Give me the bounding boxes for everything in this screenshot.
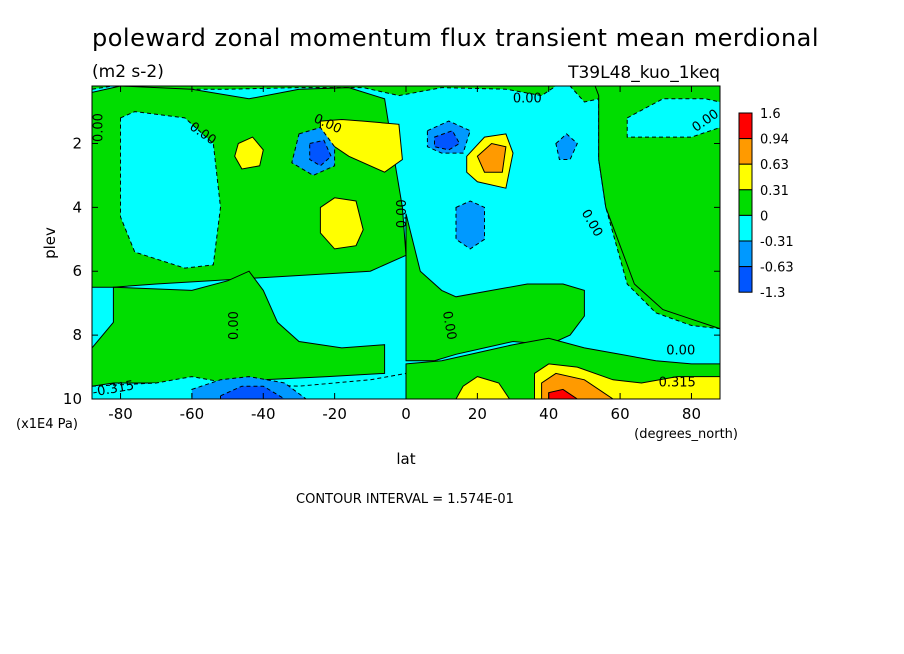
x-tick-label: 40 — [539, 405, 558, 423]
contour-region — [92, 270, 386, 387]
y-axis-label: plev — [41, 227, 59, 259]
y-tick-label: 2 — [72, 134, 82, 152]
contour-region — [555, 133, 578, 160]
x-axis-label: lat — [396, 450, 415, 468]
x-tick-label: -40 — [251, 405, 276, 423]
y-tick-label: 10 — [63, 390, 82, 408]
contour-plot: 0.00 0.00 0.000.000.00 0.000.000.00 0.000.00… — [91, 86, 720, 400]
colorbar-label: 0.63 — [760, 158, 789, 173]
colorbar-label: 0.31 — [760, 184, 789, 199]
x-tick-label: 20 — [468, 405, 487, 423]
colorbar-label: -0.31 — [760, 235, 794, 250]
contour-label: 0.00 — [395, 199, 410, 228]
x-tick-label: -20 — [322, 405, 347, 423]
contour-label: 0.00 — [227, 311, 242, 340]
contour-label: 0.00 — [92, 113, 107, 142]
x-axis-units: (degrees_north) — [634, 427, 738, 442]
colorbar-label: 0 — [760, 209, 768, 224]
contour-region — [455, 376, 511, 399]
colorbar-swatch — [738, 266, 753, 293]
colorbar-swatch — [738, 240, 753, 268]
contour-region — [319, 197, 364, 250]
x-tick-label: 80 — [682, 405, 701, 423]
x-tick-label: 0 — [401, 405, 411, 423]
contour-label: 0.315 — [659, 376, 696, 391]
y-tick-label: 4 — [72, 198, 82, 216]
contour-label: 0.00 — [666, 344, 695, 359]
contour-region — [476, 142, 507, 173]
colorbar-swatch — [738, 112, 753, 140]
y-axis: 2 4 6 8 10 — [63, 134, 720, 408]
colorbar-swatch — [738, 163, 753, 191]
colorbar-label: -0.63 — [760, 261, 794, 276]
experiment-label: T39L48_kuo_1keq — [567, 63, 720, 83]
x-axis: -80 -60 -40 -20 0 20 40 60 80 — [108, 86, 701, 423]
x-tick-label: -80 — [108, 405, 133, 423]
contour-region — [309, 139, 332, 167]
contour-interval-note: CONTOUR INTERVAL = 1.574E-01 — [296, 492, 514, 507]
colorbar: 1.6 0.94 0.63 0.31 0 -0.31 -0.63 -1.3 — [738, 107, 794, 301]
y-tick-label: 8 — [72, 326, 82, 344]
y-axis-units: (x1E4 Pa) — [16, 417, 78, 432]
contour-region — [220, 385, 286, 399]
chart-units: (m2 s-2) — [92, 62, 164, 82]
contour-region — [120, 111, 222, 269]
contour-label: -0.315 — [91, 378, 135, 400]
x-tick-label: 60 — [611, 405, 630, 423]
contour-region — [594, 86, 720, 330]
x-tick-label: -60 — [180, 405, 205, 423]
colorbar-swatch — [738, 214, 753, 242]
contour-label: 0.00 — [439, 310, 459, 341]
contour-region — [234, 136, 264, 170]
colorbar-label: -1.3 — [760, 286, 785, 301]
contour-region — [455, 200, 485, 250]
chart-title: poleward zonal momentum flux transient m… — [92, 24, 819, 52]
contour-label: 0.00 — [513, 91, 542, 106]
contour-region — [626, 98, 720, 138]
colorbar-swatch — [738, 189, 753, 216]
y-tick-label: 6 — [72, 262, 82, 280]
contour-region — [434, 130, 461, 151]
colorbar-swatch — [738, 138, 753, 165]
colorbar-label: 1.6 — [760, 107, 781, 122]
contour-region — [405, 213, 585, 362]
colorbar-label: 0.94 — [760, 133, 789, 148]
